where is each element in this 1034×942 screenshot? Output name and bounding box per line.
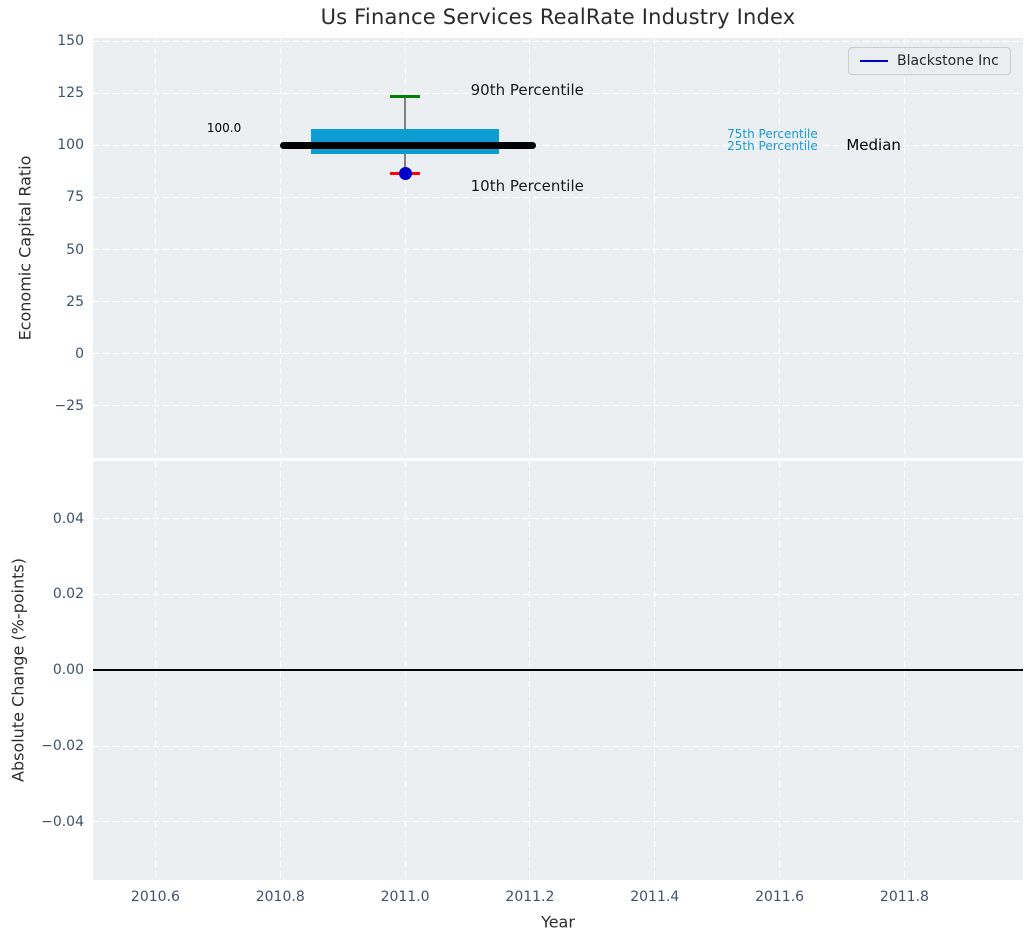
legend: Blackstone Inc xyxy=(848,47,1011,75)
gridline-horizontal xyxy=(93,144,1023,146)
iqr-box xyxy=(311,128,499,154)
median-line xyxy=(280,141,537,149)
gridline-horizontal xyxy=(93,518,1023,520)
y-tick-label: −25 xyxy=(54,397,84,414)
gridline-vertical xyxy=(404,38,406,458)
annotation: 100.0 xyxy=(206,120,242,135)
gridline-vertical xyxy=(779,38,781,458)
y-tick-label: 0.00 xyxy=(52,662,84,679)
x-tick-label: 2011.6 xyxy=(755,889,805,905)
gridline-horizontal xyxy=(93,301,1023,303)
top-axes: 100.0 90th Percentile 10th Percentile 75th … xyxy=(93,38,1023,458)
gridline-vertical xyxy=(654,38,656,458)
y-tick-label: 100 xyxy=(57,137,84,154)
gridline-vertical xyxy=(529,38,531,458)
gridline-vertical xyxy=(903,38,905,458)
annotation: 75th Percentile xyxy=(727,127,818,142)
gridline-vertical xyxy=(154,38,156,458)
y-tick-label: −0.02 xyxy=(41,738,84,755)
y-tick-label: 150 xyxy=(57,33,84,50)
gridline-horizontal xyxy=(93,249,1023,251)
gridline-horizontal xyxy=(93,92,1023,94)
x-axis-label: Year xyxy=(541,912,575,932)
company-point xyxy=(398,166,412,180)
y-tick-label: 50 xyxy=(66,241,84,258)
gridline-horizontal xyxy=(93,40,1023,42)
gridline-horizontal xyxy=(93,405,1023,407)
annotation: 25th Percentile xyxy=(727,139,818,154)
x-tick-label: 2011.0 xyxy=(380,889,430,905)
x-tick-label: 2010.8 xyxy=(255,889,305,905)
y-tick-label: 0 xyxy=(75,345,84,362)
annotation: 90th Percentile xyxy=(470,81,584,100)
y-tick-label: −0.04 xyxy=(41,813,84,830)
x-tick-label: 2010.6 xyxy=(130,889,180,905)
x-tick-label: 2011.8 xyxy=(879,889,929,905)
annotation: 10th Percentile xyxy=(470,176,584,195)
gridline-horizontal xyxy=(93,593,1023,595)
y-tick-label: 0.04 xyxy=(52,510,84,527)
x-tick-label: 2011.4 xyxy=(630,889,680,905)
legend-line-swatch xyxy=(860,60,888,62)
y-tick-label: 125 xyxy=(57,85,84,102)
chart-title: Us Finance Services RealRate Industry In… xyxy=(320,5,796,29)
y-tick-label: 0.02 xyxy=(52,586,84,603)
bottom-axes xyxy=(93,461,1023,880)
zero-change-line xyxy=(93,669,1023,672)
p90-cap xyxy=(390,94,421,98)
gridline-horizontal xyxy=(93,196,1023,198)
annotation: Median xyxy=(846,136,901,155)
gridline-horizontal xyxy=(93,745,1023,747)
gridline-horizontal xyxy=(93,821,1023,823)
gridline-horizontal xyxy=(93,353,1023,355)
x-tick-label: 2011.2 xyxy=(505,889,555,905)
y-tick-label: 25 xyxy=(66,293,84,310)
y-tick-label: 75 xyxy=(66,189,84,206)
legend-label: Blackstone Inc xyxy=(897,53,999,69)
gridline-vertical xyxy=(279,38,281,458)
